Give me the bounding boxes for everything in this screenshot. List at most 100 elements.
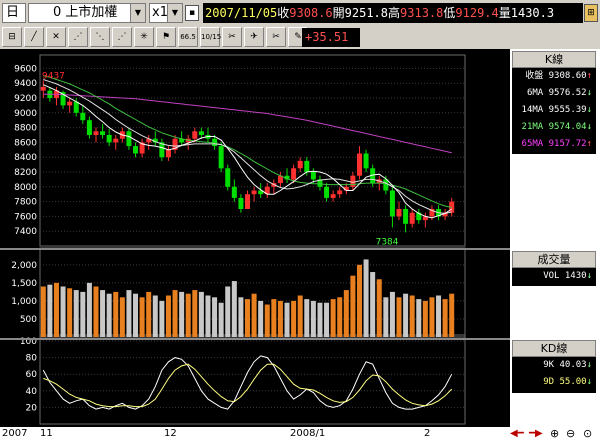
chart-canvas[interactable]: 7400 7600 7800 8000 8200 8400 8600 8800 9000 9200… [0, 49, 510, 429]
ma6-line [43, 84, 452, 219]
kline-value: 9555.39 [548, 105, 587, 115]
date-tool[interactable]: 10/15 [200, 27, 221, 47]
volume-bar [337, 297, 343, 337]
volume-bar [416, 299, 422, 337]
chevron-down-icon[interactable]: ▼ [130, 4, 145, 22]
zoom-in-icon[interactable]: ⊕ [550, 427, 560, 440]
volume-header-label: 成交量 [537, 253, 571, 266]
market-select[interactable]: 0 上市加權 ▼ [28, 3, 146, 23]
open-value: 9251.8 [344, 6, 388, 20]
radial-lines-icon[interactable]: ✳ [134, 27, 154, 47]
y-tick-label: 9600 [14, 64, 37, 74]
volume-bar [106, 293, 112, 337]
kd-header[interactable]: KD線 [512, 340, 596, 357]
y-tick-label: 8000 [14, 183, 37, 193]
kd-9D-line [43, 363, 453, 408]
y-tick-label: 60 [26, 370, 38, 380]
volume-bar [324, 302, 330, 337]
kline-label: 21MA [521, 122, 549, 132]
arrow-left-icon[interactable]: ◀━ [510, 428, 524, 439]
y-tick-label: 8800 [14, 124, 37, 134]
close-label: 收 [277, 6, 290, 20]
volume-bar [363, 259, 369, 337]
candle-body [429, 209, 435, 217]
volume-bar [409, 295, 415, 337]
market-value: 0 上市加權 [53, 5, 118, 20]
volume-bar [93, 286, 99, 337]
kline-row: 65MA 9157.72↑ [512, 136, 596, 153]
x-label: 12 [164, 428, 177, 439]
volume-bar [389, 291, 395, 337]
cross-icon[interactable]: ✕ [46, 27, 66, 47]
volume-bar [185, 293, 191, 337]
flag-icon[interactable]: ⚑ [156, 27, 176, 47]
volume-bar [126, 290, 132, 337]
volume-bar [376, 279, 382, 337]
volume-bar [146, 291, 152, 337]
volume-bar [100, 290, 106, 337]
low-label: 低 [443, 6, 456, 20]
candle-body [343, 186, 349, 191]
zoom-out-icon[interactable]: ⊖ [566, 427, 576, 440]
pin-icon[interactable]: ✈ [244, 27, 264, 47]
y-tick-label: 9400 [14, 79, 37, 89]
volume-header[interactable]: 成交量 [512, 251, 596, 268]
candle-body [133, 146, 139, 154]
quote-date: 2007/11/05 [205, 6, 278, 20]
y-tick-label: 7800 [14, 198, 37, 208]
settings-icon[interactable]: ▪ [185, 5, 199, 21]
volume-bar [271, 299, 277, 337]
high-annotation: 9437 [42, 71, 65, 81]
open-icon[interactable]: ⊟ [2, 27, 22, 47]
volume-bar [165, 295, 171, 337]
volume-bar [205, 295, 211, 337]
x-label: 2 [424, 428, 431, 439]
kd-9K-line [42, 355, 453, 410]
candle-body [245, 194, 250, 209]
gann-fan-icon[interactable]: ⋰ [112, 27, 132, 47]
low-annotation: 7384 [376, 237, 399, 247]
kline-row: 6MA 9576.52↓ [512, 85, 596, 102]
open-label: 開 [332, 6, 345, 20]
y-tick-label: 20 [26, 403, 38, 413]
chart-area[interactable]: 7400 7600 7800 8000 8200 8400 8600 8800 9000 9200… [0, 49, 510, 429]
kline-header[interactable]: K線 [512, 51, 596, 68]
percent-tool[interactable]: 66.5 [178, 27, 198, 47]
chevron-down-icon[interactable]: ▼ [167, 4, 182, 22]
fan-line-icon[interactable]: ⋰ [68, 27, 88, 47]
ma65-line [43, 93, 452, 154]
candle-body [179, 138, 185, 143]
kline-value: 9576.52 [548, 88, 587, 98]
volume-bar [172, 290, 178, 337]
search-icon[interactable]: ⊙ [583, 427, 593, 440]
draw-line-icon[interactable]: ╱ [24, 27, 44, 47]
zoom-select[interactable]: x1 ▼ [149, 3, 183, 23]
volume-label: VOL [543, 271, 565, 281]
candle-body [231, 186, 237, 198]
candle-body [67, 101, 73, 106]
volume-bar [297, 295, 303, 337]
arrow-down-icon: ↓ [586, 105, 592, 115]
chart-menu-icon[interactable]: ⊞ [584, 4, 598, 22]
volume-bar [449, 293, 455, 337]
candle-body [304, 160, 310, 172]
period-select[interactable]: 日 [2, 3, 26, 23]
volume-bar [383, 297, 389, 337]
volume-bar [86, 282, 92, 337]
candle-body [389, 190, 395, 217]
ma21-line [43, 75, 452, 208]
cut-icon[interactable]: ✂ [266, 27, 286, 47]
candle-body [403, 209, 409, 224]
arrow-right-icon[interactable]: ━▶ [529, 428, 543, 439]
volume-bar [60, 286, 66, 337]
candle-body [310, 172, 316, 180]
volume-value: 1430 [564, 271, 587, 281]
candle-body [291, 168, 297, 180]
eraser-icon[interactable]: ✂ [222, 27, 242, 47]
volume-bar [139, 297, 145, 337]
candle-body [225, 168, 231, 187]
candle-body [159, 142, 165, 158]
y-tick-label: 500 [20, 315, 37, 325]
fan-line-icon[interactable]: ⋱ [90, 27, 110, 47]
kline-value: 9574.04 [548, 122, 587, 132]
